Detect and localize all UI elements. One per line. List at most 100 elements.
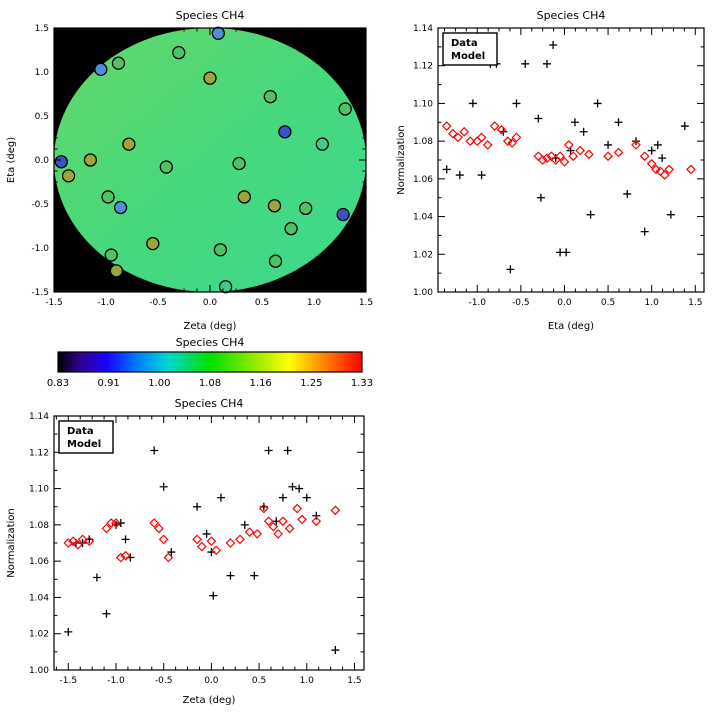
colorbar-tick-label: 1.16: [250, 378, 272, 389]
data-point-marker: [562, 248, 571, 257]
model-point-marker: [441, 121, 452, 131]
model-point-marker: [555, 151, 565, 162]
model-point-marker: [482, 140, 493, 150]
x-tick-label: 0.5: [601, 298, 615, 308]
model-point-marker: [631, 140, 641, 150]
data-point-marker: [302, 493, 311, 502]
data-point-marker: [506, 265, 515, 274]
source-marker: [237, 190, 251, 204]
data-point-marker: [534, 114, 543, 123]
legend-label-data: Data: [451, 38, 478, 49]
y-axis-label: Normalization: [6, 508, 17, 578]
data-point-marker: [121, 535, 130, 544]
y-tick-label: 1.10: [413, 99, 433, 109]
legend-box: [442, 32, 498, 66]
data-point-marker: [680, 122, 689, 131]
x-tick-label: -0.5: [155, 676, 173, 686]
colorbar-panel: Species CH4 0.83 0.91 1.00 1.08 1.16 1.25 1.33: [47, 336, 373, 389]
y-tick-label: 1.0: [35, 68, 50, 78]
model-point-marker: [111, 518, 121, 528]
x-tick-label: 0.0: [557, 298, 572, 308]
data-point-marker: [283, 446, 292, 455]
model-point-marker: [101, 523, 112, 534]
data-point-marker: [640, 227, 649, 236]
y-tick-label: 1.02: [29, 630, 49, 640]
data-point-marker: [226, 571, 235, 580]
source-marker: [284, 221, 298, 236]
colorbar-tick-label: 1.33: [351, 378, 373, 389]
legend-label-model: Model: [451, 51, 485, 62]
x-tick-label: 1.0: [307, 298, 322, 308]
source-marker: [159, 160, 173, 174]
model-point-marker: [149, 518, 160, 528]
model-point-marker: [496, 124, 507, 135]
model-point-marker: [244, 527, 255, 537]
model-point-marker: [533, 151, 544, 162]
y-tick-label: -0.5: [31, 200, 49, 210]
source-marker: [94, 62, 108, 77]
model-point-marker: [330, 505, 341, 516]
model-point-marker: [537, 155, 548, 165]
data-point-marker: [666, 210, 675, 219]
source-marker: [232, 156, 246, 171]
x-tick-label: 0.0: [203, 298, 218, 308]
x-tick-label: -0.5: [512, 298, 530, 308]
model-point-marker: [563, 140, 574, 150]
data-point-marker: [150, 446, 159, 455]
x-tick-label: -0.5: [149, 298, 167, 308]
model-point-marker: [511, 132, 522, 143]
model-point-marker: [584, 149, 594, 160]
plot-title: Species CH4: [176, 9, 245, 22]
y-tick-label: 0.5: [35, 112, 49, 122]
y-tick-label: 1.08: [413, 137, 433, 147]
model-point-marker: [613, 147, 624, 158]
y-tick-label: 1.14: [413, 24, 433, 34]
model-point-marker: [568, 151, 579, 162]
x-tick-label: 1.5: [359, 298, 373, 308]
y-tick-label: 1.12: [29, 448, 49, 458]
data-point-marker: [658, 154, 667, 163]
data-point-marker: [167, 548, 176, 557]
colorbar-tick-label: 1.00: [148, 378, 170, 389]
model-point-marker: [311, 516, 322, 527]
data-point-marker: [250, 571, 259, 580]
x-tick-label: 1.0: [300, 676, 315, 686]
model-point-marker: [206, 536, 217, 547]
y-tick-label: -1.0: [31, 244, 49, 254]
y-tick-label: 1.06: [29, 557, 49, 567]
legend-label-model: Model: [67, 439, 101, 450]
x-axis-label: Eta (deg): [548, 321, 594, 332]
source-marker: [213, 243, 228, 257]
model-point-marker: [211, 545, 222, 556]
data-point-marker: [92, 573, 101, 582]
colorbar-gradient: [58, 352, 362, 372]
model-point-marker: [84, 536, 95, 547]
colorbar-tick-label: 1.08: [199, 378, 221, 389]
data-point-marker: [593, 99, 602, 108]
model-point-marker: [268, 521, 279, 532]
data-point-marker: [331, 646, 340, 655]
model-point-marker: [163, 552, 174, 563]
y-tick-label: -1.5: [31, 288, 49, 298]
model-point-marker: [453, 132, 463, 143]
data-point-marker: [623, 189, 632, 198]
model-point-marker: [196, 541, 207, 552]
data-point-marker: [521, 59, 530, 68]
data-point-marker: [295, 484, 304, 493]
x-tick-label: 0.0: [204, 676, 219, 686]
source-marker: [211, 26, 225, 40]
model-point-marker: [575, 145, 586, 156]
model-point-marker: [489, 121, 500, 131]
y-tick-label: 1.02: [413, 250, 433, 260]
source-marker: [218, 280, 233, 294]
model-point-marker: [252, 529, 263, 539]
source-marker: [336, 207, 350, 222]
data-point-marker: [570, 118, 579, 127]
data-point-marker: [579, 127, 588, 136]
model-point-marker: [225, 538, 236, 548]
y-tick-label: 1.5: [35, 24, 49, 34]
data-point-marker: [278, 493, 287, 502]
colorbar-tick-label: 0.91: [98, 378, 120, 389]
data-point-marker: [536, 193, 545, 202]
